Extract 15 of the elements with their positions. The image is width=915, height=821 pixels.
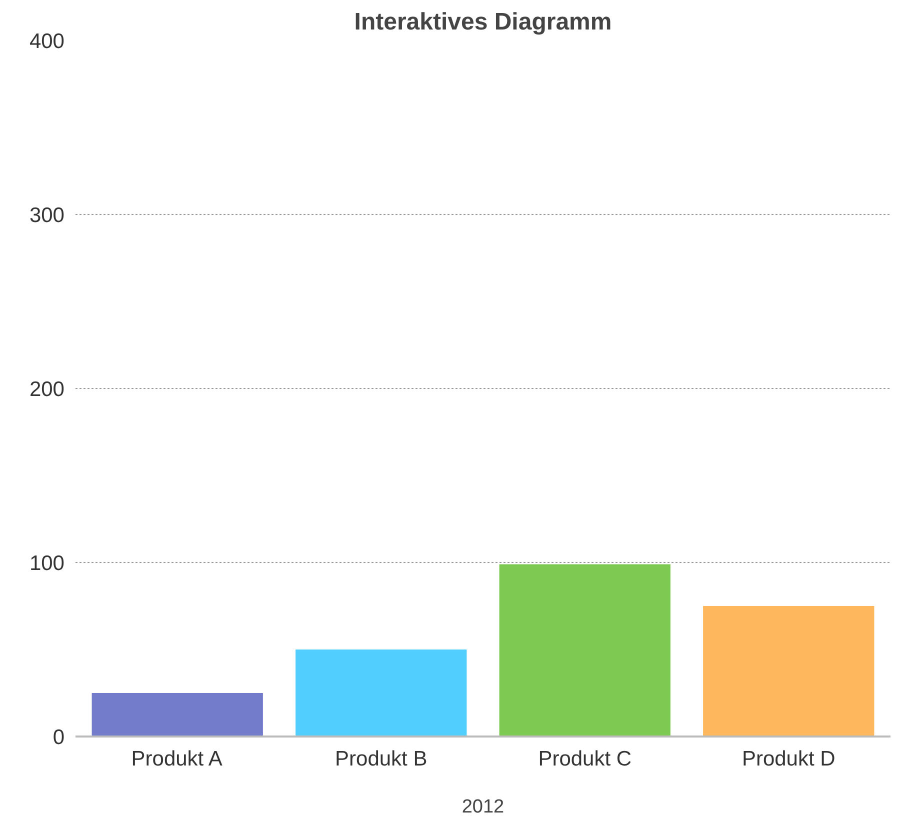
y-tick-label: 300 xyxy=(29,204,65,227)
x-tick-label: Produkt D xyxy=(742,748,836,770)
bar xyxy=(499,564,670,736)
x-tick-label: Produkt C xyxy=(538,748,632,770)
chart-title: Interaktives Diagramm xyxy=(354,8,612,36)
y-tick-label: 0 xyxy=(52,726,65,749)
bar xyxy=(703,606,874,736)
x-axis-title: 2012 xyxy=(462,796,504,818)
x-tick-label: Produkt A xyxy=(131,748,222,770)
y-tick-label: 400 xyxy=(29,30,65,53)
y-tick-label: 100 xyxy=(29,552,65,575)
bar xyxy=(92,693,263,736)
x-tick-label: Produkt B xyxy=(335,748,428,770)
bar xyxy=(296,650,467,736)
y-tick-label: 200 xyxy=(29,378,65,401)
